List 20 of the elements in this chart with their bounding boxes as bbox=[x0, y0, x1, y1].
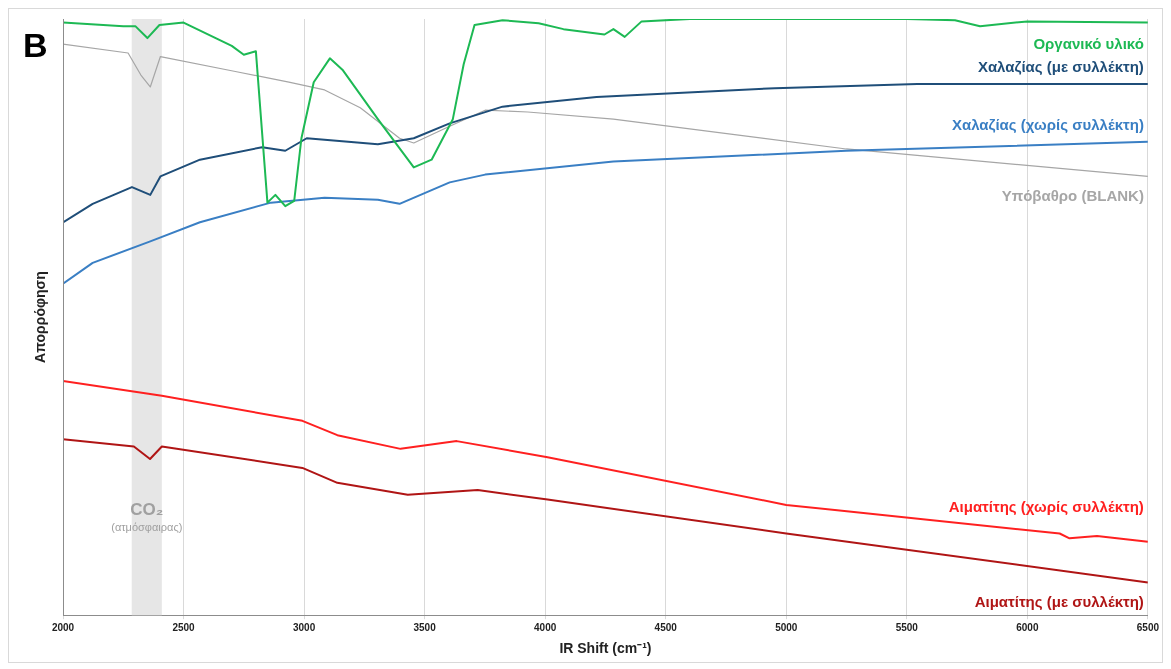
series-label: Οργανικό υλικό bbox=[1033, 34, 1144, 52]
text: B bbox=[23, 26, 48, 65]
x-tick-label: 3000 bbox=[292, 621, 316, 633]
x-tick-label: 6000 bbox=[1016, 621, 1039, 633]
series-label: Υπόβαθρο (BLANK) bbox=[1001, 186, 1144, 204]
x-tick-label: 2500 bbox=[172, 621, 196, 633]
x-tick-label: 6500 bbox=[1136, 621, 1160, 633]
x-tick-label: 4500 bbox=[654, 621, 678, 633]
x-tick-label: 3500 bbox=[413, 621, 437, 633]
series-label: Αιματίτης (χωρίς συλλέκτη) bbox=[948, 498, 1144, 516]
y-axis-title: Απορρόφηση bbox=[31, 271, 48, 363]
x-tick-label: 5500 bbox=[895, 621, 919, 633]
series-label: Χαλαζίας (με συλλέκτη) bbox=[977, 58, 1144, 76]
x-tick-label: 4000 bbox=[534, 621, 557, 633]
x-tick-label: 2000 bbox=[51, 621, 75, 633]
series-label: Αιματίτης (με συλλέκτη) bbox=[974, 592, 1144, 610]
series-label: Χαλαζίας (χωρίς συλλέκτη) bbox=[951, 115, 1144, 133]
band-label: CO₂ (ατμόσφαιρας) bbox=[111, 499, 183, 534]
x-axis-title: IR Shift (cm⁻¹) bbox=[559, 640, 652, 657]
x-tick-label: 5000 bbox=[775, 621, 798, 633]
